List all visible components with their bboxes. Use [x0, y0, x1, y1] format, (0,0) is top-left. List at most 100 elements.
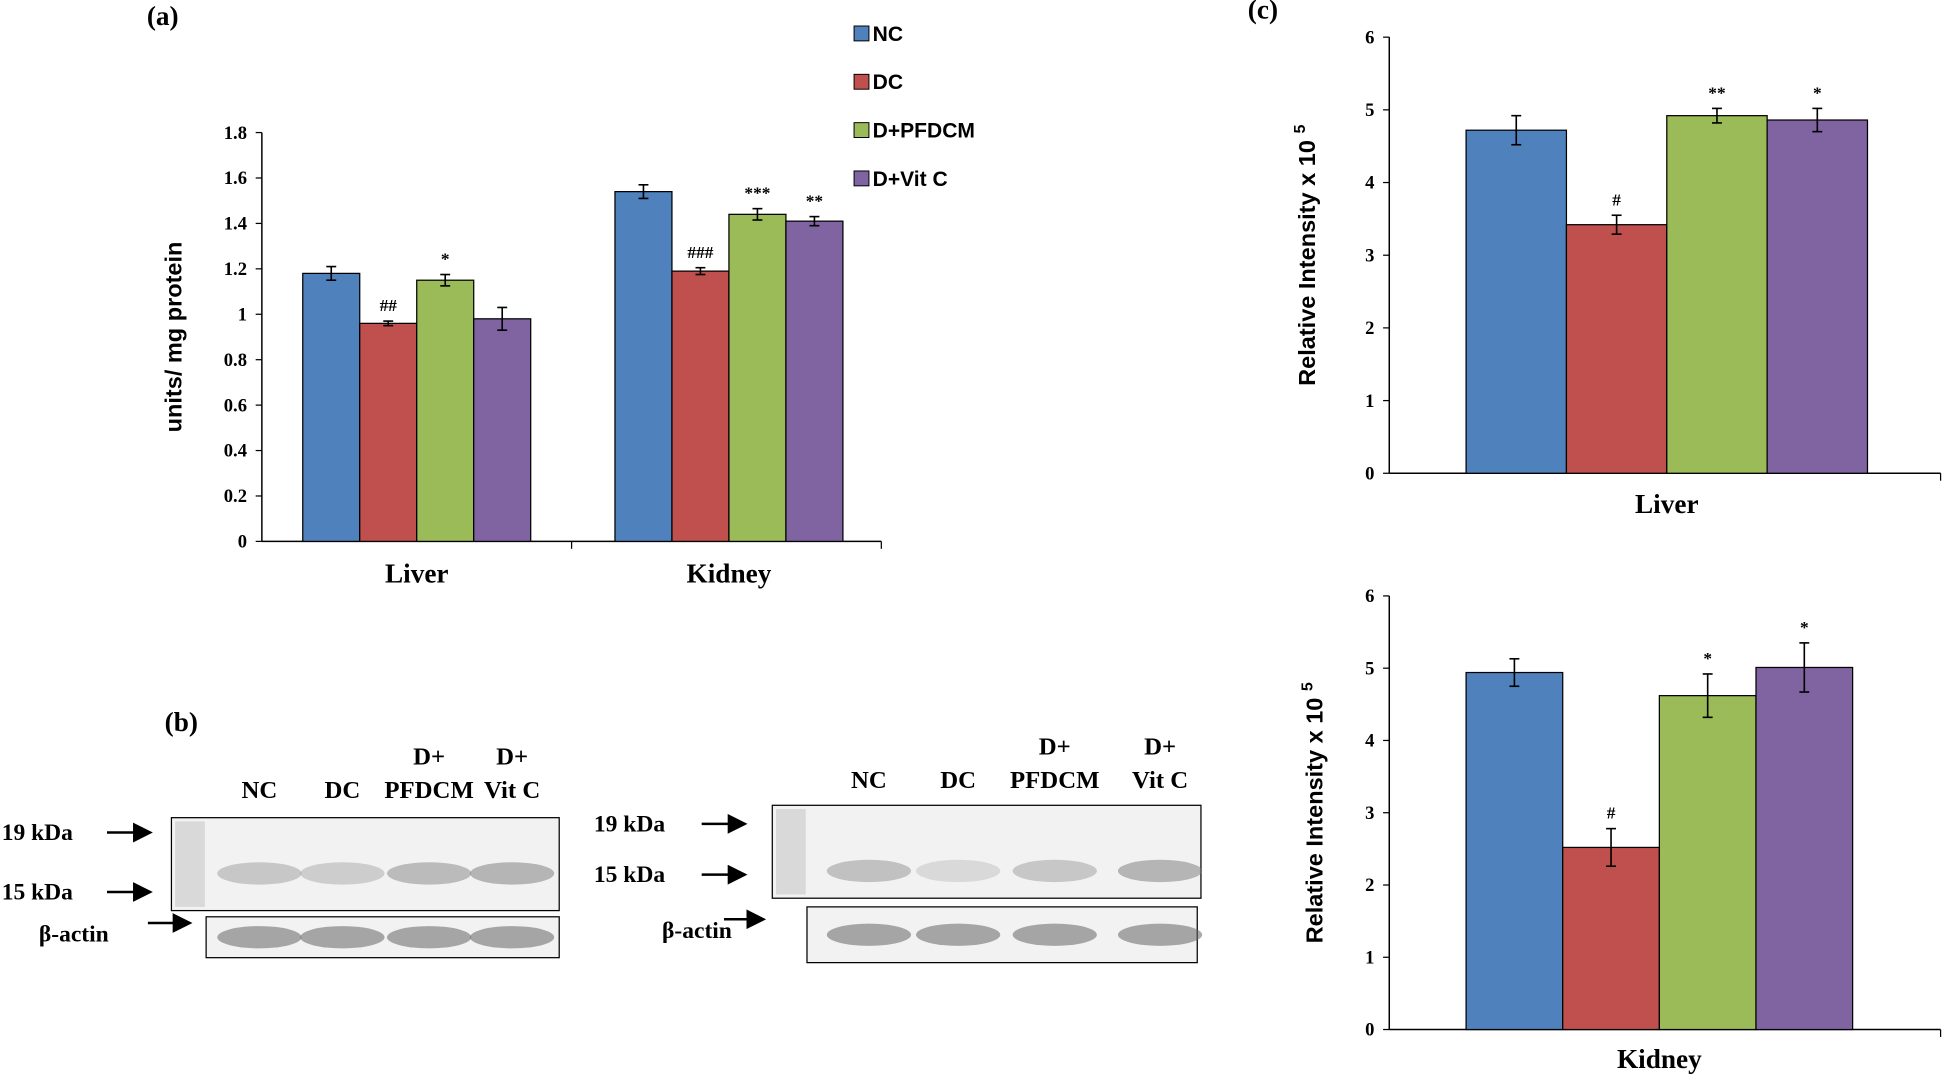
- control-label: β-actin: [662, 918, 732, 944]
- y-axis-title-exponent: 5: [1298, 682, 1316, 691]
- lane-label: Vit C: [484, 777, 540, 804]
- y-axis-title-text: Relative Intensity x 10: [1301, 698, 1327, 944]
- y-tick-label: 3: [1365, 245, 1374, 266]
- lane-label: D+: [1144, 733, 1176, 760]
- y-tick-label: 1.2: [224, 259, 247, 280]
- error-bar: [440, 273, 451, 287]
- panel-label: (b): [165, 707, 198, 737]
- significance-mark: ##: [380, 296, 398, 315]
- error-bar: [1509, 657, 1520, 688]
- significance-mark: **: [806, 192, 823, 211]
- y-tick-label: 3: [1365, 803, 1374, 824]
- bar: [1666, 115, 1768, 474]
- error-bar: [752, 207, 763, 221]
- y-tick-label: 1: [1365, 947, 1374, 968]
- size-marker: 15 kDa: [2, 879, 73, 905]
- y-tick-label: 0.4: [224, 441, 247, 462]
- significance-mark: *: [1800, 618, 1809, 637]
- lane-label: PFDCM: [1010, 767, 1099, 794]
- y-tick-label: 0.2: [224, 486, 247, 507]
- x-tick-label: Kidney: [1617, 1044, 1702, 1074]
- error-bar: [326, 265, 337, 282]
- significance-mark: *: [1703, 649, 1712, 668]
- lane-label: NC: [851, 767, 887, 794]
- bar: [302, 272, 361, 543]
- x-tick-label: Liver: [385, 558, 449, 588]
- significance-mark: #: [1607, 804, 1616, 823]
- significance-mark: ***: [744, 184, 770, 203]
- bar: [1465, 671, 1564, 1031]
- y-tick-label: 0: [238, 532, 247, 553]
- lane-label: DC: [940, 767, 976, 794]
- lane-label: D+: [1039, 733, 1071, 760]
- bar: [671, 270, 730, 543]
- bar: [473, 318, 532, 543]
- protein-band: [300, 862, 385, 885]
- y-axis-title: Relative Intensity x 10 5: [1298, 682, 1327, 943]
- legend-swatch: [853, 170, 870, 187]
- significance-mark: **: [1708, 83, 1725, 102]
- error-bar: [1799, 642, 1810, 693]
- significance-mark: ###: [687, 243, 713, 262]
- legend-swatch: [853, 25, 870, 42]
- size-marker: 19 kDa: [2, 820, 73, 846]
- legend-label: D+PFDCM: [873, 120, 975, 143]
- panel-label: (a): [147, 1, 179, 31]
- lane-label: D+: [496, 743, 528, 770]
- bar: [785, 220, 844, 543]
- y-tick-label: 1.4: [224, 214, 247, 235]
- lane-label: D+: [413, 743, 445, 770]
- error-bar: [638, 183, 649, 200]
- y-axis-title: units/ mg protein: [160, 242, 186, 433]
- y-tick-label: 1.6: [224, 168, 247, 189]
- y-tick-label: 0: [1365, 1020, 1374, 1041]
- actin-band: [470, 926, 555, 949]
- error-bar: [1511, 114, 1522, 146]
- error-bar: [1606, 827, 1616, 868]
- actin-band: [1117, 923, 1203, 946]
- y-tick-label: 5: [1365, 100, 1374, 121]
- protein-band: [916, 859, 1001, 883]
- y-axis-title: Relative Intensity x 10 5: [1291, 125, 1320, 386]
- bar: [614, 190, 673, 543]
- y-tick-label: 6: [1365, 586, 1374, 607]
- y-tick-label: 1.8: [224, 123, 247, 144]
- error-bar: [383, 320, 394, 327]
- bar: [1565, 224, 1668, 474]
- error-bar: [497, 306, 508, 331]
- ladder-lane: [175, 821, 205, 907]
- protein-band: [826, 859, 912, 883]
- error-bar: [1702, 673, 1713, 719]
- lane-label: Vit C: [1132, 767, 1188, 794]
- legend-label: NC: [873, 23, 903, 46]
- bar: [1766, 119, 1869, 474]
- y-tick-label: 4: [1365, 731, 1374, 752]
- legend-swatch: [853, 73, 870, 90]
- actin-band: [217, 926, 302, 949]
- bar: [359, 322, 418, 543]
- bar: [1658, 695, 1757, 1031]
- actin-band: [826, 923, 912, 946]
- error-bar: [1712, 107, 1722, 124]
- y-tick-label: 0.8: [224, 350, 247, 371]
- x-tick-label: Liver: [1635, 489, 1699, 519]
- protein-band: [470, 862, 555, 885]
- actin-band: [300, 926, 385, 949]
- lane-label: NC: [241, 777, 277, 804]
- bar: [416, 279, 475, 543]
- lane-label: DC: [325, 777, 361, 804]
- y-tick-label: 2: [1365, 318, 1374, 339]
- y-tick-label: 1: [1365, 391, 1374, 412]
- significance-mark: *: [1813, 83, 1822, 102]
- lane-label: PFDCM: [384, 777, 473, 804]
- y-tick-label: 6: [1365, 27, 1374, 48]
- y-tick-label: 0.6: [224, 395, 247, 416]
- significance-mark: #: [1612, 190, 1621, 209]
- error-bar: [1812, 107, 1823, 133]
- protein-band: [1012, 859, 1097, 883]
- bar: [1465, 129, 1568, 474]
- error-bar: [1611, 214, 1622, 235]
- size-marker: 19 kDa: [594, 811, 665, 837]
